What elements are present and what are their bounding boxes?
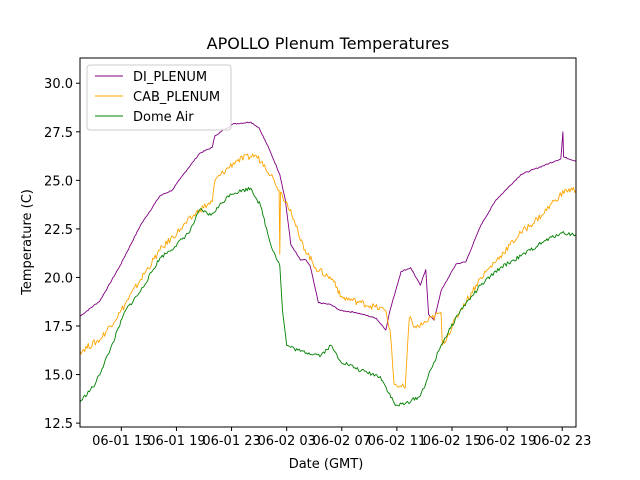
- series-line-cab-plenum: [80, 153, 576, 389]
- x-tick-label: 06-02 19: [478, 434, 536, 449]
- y-tick-label: 15.0: [44, 369, 73, 384]
- y-tick-label: 17.5: [44, 320, 73, 335]
- chart-title: APOLLO Plenum Temperatures: [207, 34, 450, 53]
- legend-label-di-plenum: DI_PLENUM: [133, 70, 207, 85]
- series-layer: [80, 121, 576, 407]
- y-axis: 12.5 15.0 17.5 20.0 22.5 25.0 27.5 30.0: [44, 77, 80, 432]
- legend-box: [86, 64, 232, 131]
- y-tick-label: 25.0: [44, 174, 73, 189]
- y-tick-label: 20.0: [44, 271, 73, 286]
- plot-frame: [79, 57, 577, 428]
- y-tick-label: 27.5: [44, 126, 73, 141]
- x-tick-label: 06-01 15: [92, 434, 150, 449]
- y-tick-label: 30.0: [44, 77, 73, 92]
- legend-label-dome-air: Dome Air: [133, 110, 194, 125]
- x-tick-label: 06-02 07: [313, 434, 371, 449]
- x-tick-label: 06-02 15: [423, 434, 481, 449]
- x-tick-label: 06-02 11: [368, 434, 426, 449]
- series-line-di-plenum: [80, 121, 576, 331]
- y-tick-label: 12.5: [44, 417, 73, 432]
- legend: DI_PLENUM CAB_PLENUM Dome Air: [86, 64, 232, 131]
- y-axis-label: Temperature (C): [20, 189, 35, 296]
- series-line-dome-air: [80, 186, 576, 407]
- x-tick-label: 06-01 19: [147, 434, 205, 449]
- x-tick-label: 06-02 03: [257, 434, 315, 449]
- y-tick-label: 22.5: [44, 223, 73, 238]
- x-tick-label: 06-02 23: [533, 434, 591, 449]
- x-tick-label: 06-01 23: [202, 434, 260, 449]
- x-axis-label: Date (GMT): [289, 457, 364, 472]
- legend-label-cab-plenum: CAB_PLENUM: [133, 90, 220, 105]
